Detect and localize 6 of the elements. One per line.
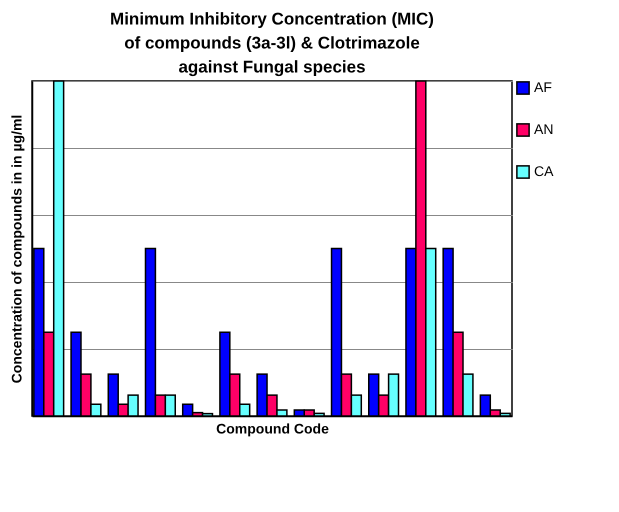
legend-label: CA <box>534 163 554 179</box>
chart-title: Minimum Inhibitory Concentration (MIC) of compounds (3a-3l) & Clotrimazole against Fungal species <box>110 9 434 76</box>
legend-label: AN <box>534 121 554 137</box>
x-axis-title: Compound Code <box>216 420 330 436</box>
y-axis-title: Concentration of compounds in in µg/ml <box>8 114 24 384</box>
legend-label: AF <box>534 79 552 95</box>
